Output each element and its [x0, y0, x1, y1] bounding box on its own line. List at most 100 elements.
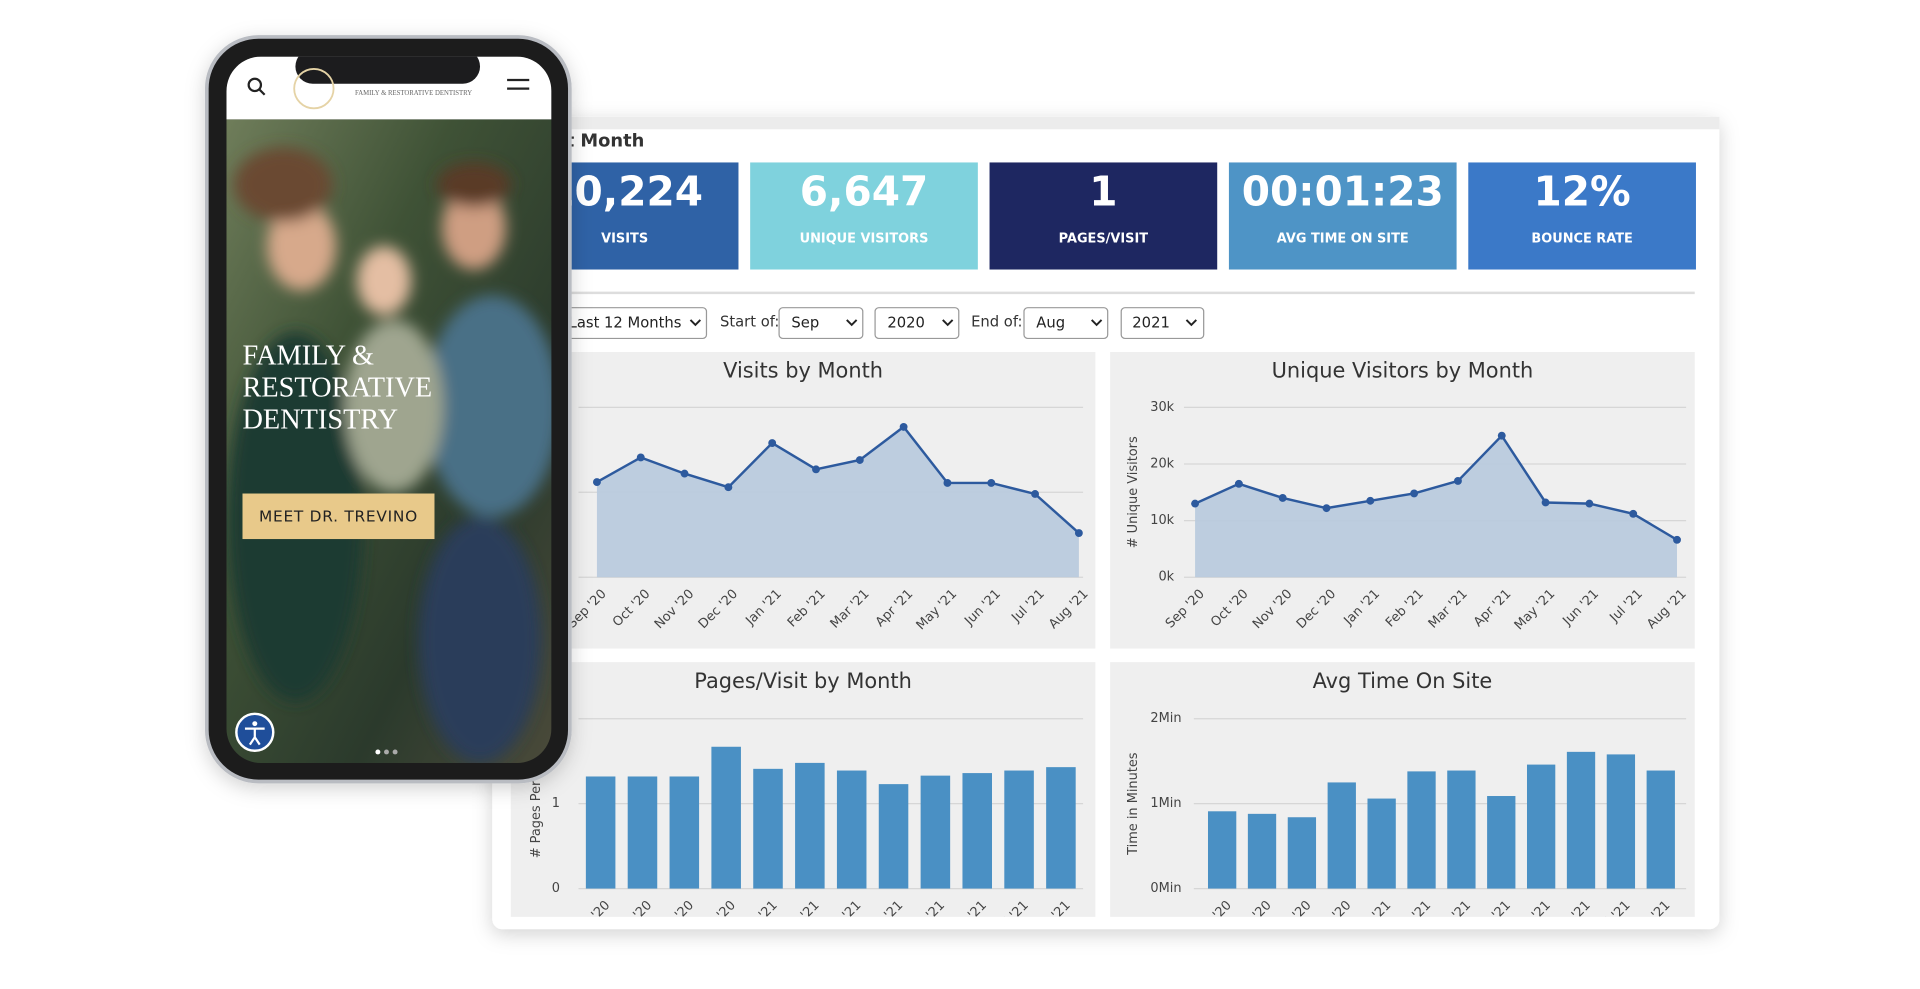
hero-button[interactable]: MEET DR. TREVINO — [242, 493, 435, 540]
select-text: 2021 — [1132, 315, 1170, 332]
point — [1278, 494, 1287, 502]
bar — [878, 784, 909, 889]
y-tick-label: 0k — [1158, 570, 1174, 585]
point — [855, 456, 864, 464]
point — [724, 483, 733, 492]
bar — [627, 776, 658, 889]
point — [1541, 498, 1550, 507]
point — [680, 469, 689, 478]
bar — [1046, 767, 1076, 889]
line — [1194, 433, 1678, 541]
stats-row: 10,224 VISITS 6,647 UNIQUE VISITORS 1 PAGES/V… — [510, 162, 1696, 270]
chart-title: Unique Visitors by Month — [1272, 359, 1534, 383]
menu-icon[interactable] — [507, 78, 530, 90]
carousel-dots — [375, 749, 398, 755]
stat-label: PAGES/VISIT — [1059, 231, 1149, 246]
select-text: Sep — [791, 315, 819, 332]
bar — [1487, 796, 1516, 889]
bar — [1447, 770, 1476, 889]
filters: Last 12 Months Start of: Sep 2020 End of… — [540, 307, 1205, 340]
bar — [962, 773, 992, 889]
point — [768, 439, 777, 447]
logo-subtitle: FAMILY & RESTORATIVE DENTISTRY — [355, 90, 472, 97]
select-text: 2020 — [887, 315, 925, 332]
stat-label: BOUNCE RATE — [1531, 231, 1632, 246]
bar — [1207, 811, 1237, 889]
bar — [1566, 751, 1596, 889]
point — [1497, 431, 1506, 440]
bar — [1367, 798, 1396, 889]
point — [987, 479, 996, 487]
y-tick-label: 0Min — [1150, 881, 1181, 896]
phone-screen: FAMILY & RESTORATIVE DENTISTRY FAMILY &R… — [226, 56, 552, 764]
bar — [920, 775, 951, 889]
month-select[interactable]: Sep — [778, 307, 864, 340]
year-select[interactable]: 2020 — [874, 307, 960, 340]
bar — [836, 770, 867, 889]
point — [1673, 535, 1681, 544]
bar — [1606, 754, 1636, 889]
bar — [1247, 813, 1277, 889]
bar — [1646, 770, 1675, 889]
point — [1234, 479, 1243, 488]
bar — [1526, 764, 1556, 889]
select-text: Last 12 Months — [569, 315, 682, 332]
accessibility-icon[interactable] — [235, 712, 275, 752]
year-select[interactable]: 2021 — [1120, 307, 1205, 340]
bar — [1004, 770, 1034, 889]
area-fill — [596, 426, 1079, 578]
point — [593, 478, 601, 487]
point — [1410, 489, 1419, 498]
notch — [295, 56, 481, 84]
y-tick-label: 2Min — [1150, 711, 1181, 726]
point — [1366, 496, 1375, 505]
range-select[interactable]: Last 12 Months — [540, 307, 708, 340]
select-text: Aug — [1036, 315, 1065, 332]
y-tick-label: 10k — [1150, 513, 1174, 528]
point — [1585, 499, 1594, 508]
bar — [753, 768, 783, 889]
stat-card — [1468, 162, 1696, 270]
line — [596, 425, 1080, 534]
stat-value: 00:01:23 — [1242, 167, 1444, 215]
button-text: MEET DR. TREVINO — [259, 507, 418, 525]
y-tick-label: 30k — [1150, 400, 1174, 415]
point — [1322, 504, 1331, 513]
point — [1191, 499, 1200, 508]
bar — [795, 762, 825, 889]
bar — [585, 776, 616, 889]
bar — [1287, 817, 1317, 889]
button-bg — [242, 493, 435, 540]
y-tick-label: 0 — [552, 881, 560, 896]
point — [636, 453, 645, 462]
stat-value: 12% — [1534, 167, 1631, 215]
stat-card — [989, 162, 1218, 270]
point — [812, 465, 820, 474]
hero-line: RESTORATIVE — [242, 373, 432, 404]
chart-title: Visits by Month — [723, 359, 883, 383]
y-tick-label: 1 — [552, 796, 560, 811]
area-fill — [1195, 435, 1678, 578]
hero-line: FAMILY & — [242, 341, 374, 372]
stat-card — [1228, 162, 1457, 270]
y-axis-label: Time in Minutes — [1126, 752, 1141, 856]
search-icon[interactable] — [247, 77, 266, 96]
y-axis-label: # Unique Visitors — [1126, 436, 1141, 548]
point — [943, 479, 952, 487]
logo-mark — [293, 67, 335, 110]
bar — [711, 746, 741, 889]
stat-label: VISITS — [601, 231, 648, 246]
y-tick-label: 20k — [1150, 456, 1174, 471]
hero-line: DENTISTRY — [242, 405, 398, 436]
phone: FAMILY & RESTORATIVE DENTISTRY FAMILY &R… — [204, 35, 572, 784]
stat-label: UNIQUE VISITORS — [800, 231, 929, 246]
y-tick-label: 1Min — [1150, 796, 1181, 811]
bar — [669, 776, 700, 889]
month-select[interactable]: Aug — [1023, 307, 1109, 340]
point — [899, 422, 908, 431]
point — [1031, 490, 1040, 498]
